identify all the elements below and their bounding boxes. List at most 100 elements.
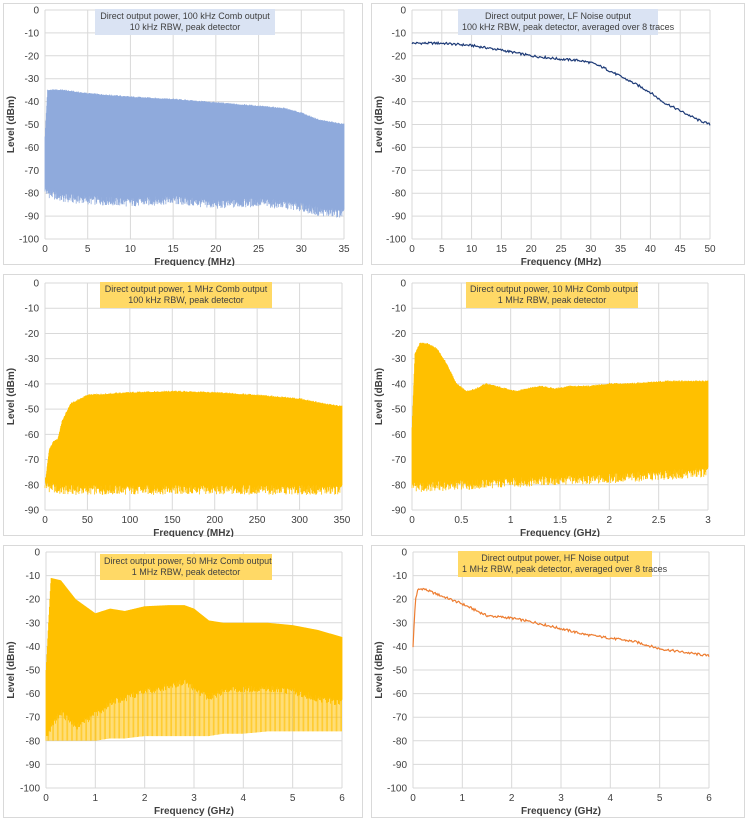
y-tick-label: -30 [25,74,40,85]
chart-svg: 0 5 10 15 20 25 30 35 0 -10 -20 -30 -40 -50 -60 -70 -80 -… [6,6,350,267]
chart-panel-3: 0 50 100 150 200 250 300 350 0 -10 -20 -30 -40 -50 -60… [3,274,363,538]
y-tick-label: -20 [393,595,408,606]
chart-svg: 0 5 10 15 20 25 30 35 40 45 50 0 -10 -20 -30 -40 -50 -60 -… [374,6,716,267]
y-tick-label: -10 [392,28,407,39]
y-tick-label: -20 [26,595,41,606]
y-tick-label: -80 [393,736,408,747]
x-tick-label: 350 [334,515,351,526]
chart-title: Direct output power, LF Noise output 100 … [458,9,675,35]
x-tick-label: 30 [296,244,308,255]
y-tick-label: -20 [392,51,407,62]
x-tick-label: 2 [142,793,148,804]
chart-title: Direct output power, 100 kHz Comb output… [95,9,275,35]
x-tick-label: 250 [249,515,266,526]
x-tick-label: 0 [409,515,415,526]
y-tick-label: -60 [25,143,40,154]
y-tick-label: -20 [392,329,407,340]
y-tick-label: -30 [25,354,40,365]
series-area [45,90,344,207]
y-tick-label: -30 [392,74,407,85]
chart-svg: 0 50 100 150 200 250 300 350 0 -10 -20 -30 -40 -50 -60… [6,279,351,538]
x-tick-label: 1 [508,515,514,526]
y-tick-label: -70 [392,166,407,177]
x-tick-label: 5 [657,793,663,804]
y-tick-label: -100 [20,784,40,795]
y-tick-label: -40 [392,379,407,390]
y-tick-label: -50 [25,120,40,131]
x-tick-label: 15 [496,244,508,255]
x-tick-label: 50 [704,244,716,255]
x-tick-label: 1 [460,793,466,804]
y-tick-label: -90 [25,506,40,517]
x-tick-label: 2 [607,515,613,526]
series-area [412,343,708,480]
y-tick-label: -90 [26,760,41,771]
x-tick-label: 5 [85,244,91,255]
x-tick-label: 1 [93,793,99,804]
y-tick-label: -30 [393,618,408,629]
y-axis-label: Level (dBm) [6,96,17,153]
y-tick-label: -60 [25,430,40,441]
y-tick-label: 0 [33,279,39,290]
x-tick-label: 3 [191,793,197,804]
y-tick-label: -10 [25,304,40,315]
y-tick-label: -90 [25,212,40,223]
chart-title-line: 100 kHz RBW, peak detector, averaged ove… [462,22,675,32]
x-tick-label: 15 [168,244,180,255]
x-tick-label: 10 [466,244,478,255]
chart-title-line: 1 MHz RBW, peak detector [497,295,607,305]
series-line [412,587,710,657]
y-tick-label: -40 [393,642,408,653]
chart-title: Direct output power, 10 MHz Comb output 1… [466,282,638,308]
y-tick-label: -80 [26,736,41,747]
chart-title-line: Direct output power, 100 kHz Comb output [100,11,270,21]
chart-svg: 0 1 2 3 4 5 6 0 -10 -20 -30 -40 -50 -60 -70 -80 -90 -100 F… [374,548,712,818]
y-tick-label: -10 [25,28,40,39]
y-tick-label: -40 [26,642,41,653]
y-tick-label: -10 [393,571,408,582]
x-axis-label: Frequency (GHz) [520,528,600,537]
y-tick-label: -50 [25,405,40,416]
y-tick-label: -50 [393,666,408,677]
chart-panel-2: 0 5 10 15 20 25 30 35 40 45 50 0 -10 -20 -30 -40 -50 -60 -… [371,3,745,267]
x-axis-label: Frequency (MHz) [521,257,602,266]
chart-panel-6: 0 1 2 3 4 5 6 0 -10 -20 -30 -40 -50 -60 -70 -80 -90 -100 F… [371,545,745,818]
y-tick-label: 0 [34,548,40,559]
y-tick-label: -60 [393,689,408,700]
x-axis-label: Frequency (MHz) [153,528,234,537]
chart-title-line: Direct output power, 1 MHz Comb output [104,284,268,294]
chart-svg: 0 0.5 1 1.5 2 2.5 3 0 -10 -20 -30 -40 -50 -60 -70 -80 -9… [374,279,711,538]
chart-panel-1: 0 5 10 15 20 25 30 35 0 -10 -20 -30 -40 -50 -60 -70 -80 -… [3,3,363,267]
chart-title-line: Direct output power, 50 MHz Comb output [104,556,272,566]
x-tick-label: 150 [164,515,181,526]
y-tick-label: -20 [25,51,40,62]
y-tick-label: -80 [392,189,407,200]
chart-panel-4: 0 0.5 1 1.5 2 2.5 3 0 -10 -20 -30 -40 -50 -60 -70 -80 -9… [371,274,745,538]
x-tick-label: 6 [706,793,712,804]
x-axis-label: Frequency (GHz) [154,806,234,817]
x-tick-label: 2.5 [652,515,666,526]
x-tick-label: 300 [291,515,308,526]
x-tick-label: 4 [241,793,247,804]
y-tick-label: -60 [26,689,41,700]
chart-panel-5: 0 1 2 3 4 5 6 0 -10 -20 -30 -40 -50 -60 -70 -80 -90 -100 F… [3,545,363,818]
y-tick-label: -70 [26,713,41,724]
x-tick-label: 20 [526,244,538,255]
x-tick-label: 5 [290,793,296,804]
x-tick-label: 25 [555,244,567,255]
y-tick-label: -40 [25,97,40,108]
y-tick-label: -90 [392,212,407,223]
series-area [45,391,342,485]
chart-title: Direct output power, HF Noise output 1 MH… [458,551,667,577]
x-tick-label: 45 [675,244,687,255]
y-tick-label: -50 [392,120,407,131]
chart-svg: 0 1 2 3 4 5 6 0 -10 -20 -30 -40 -50 -60 -70 -80 -90 -100 F… [6,548,345,818]
x-tick-label: 50 [82,515,94,526]
x-tick-label: 0 [409,244,415,255]
y-tick-label: -40 [392,97,407,108]
y-axis-label: Level (dBm) [6,641,17,698]
x-tick-label: 3 [558,793,564,804]
y-tick-label: -90 [392,506,407,517]
y-tick-label: -10 [26,571,41,582]
chart-title-line: Direct output power, HF Noise output [481,553,629,563]
